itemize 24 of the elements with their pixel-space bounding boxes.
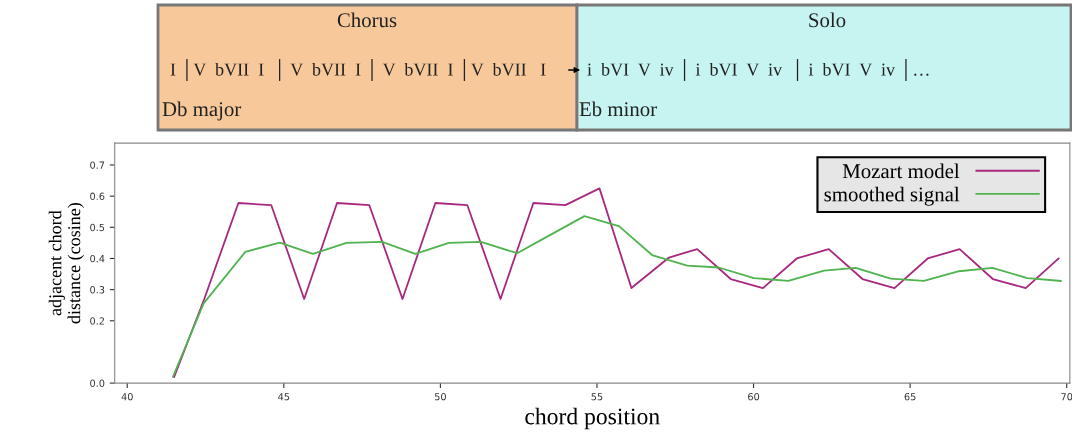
legend-label: Mozart model bbox=[842, 163, 960, 179]
x-axis-title: chord position bbox=[525, 407, 660, 430]
y-tick-label: 0.5 bbox=[90, 223, 105, 232]
y-tick-label: 0.2 bbox=[90, 317, 105, 325]
text: i bVI V iv │ i bVI V iv │ i bVI V iv │… bbox=[587, 59, 929, 81]
y-tick-label: 0.6 bbox=[90, 192, 105, 200]
y-axis-title: adjacent chord distance (cosine) bbox=[48, 203, 84, 324]
y-tick-label: 0.4 bbox=[90, 254, 105, 263]
x-tick-label: 40 bbox=[121, 393, 133, 401]
x-tick-label: 70 bbox=[1061, 393, 1072, 401]
x-tick-label: 60 bbox=[748, 393, 760, 401]
x-tick-label: 55 bbox=[591, 393, 603, 401]
text: Chorus bbox=[337, 12, 397, 28]
x-tick-label: 50 bbox=[434, 393, 446, 401]
text: Solo bbox=[809, 12, 846, 28]
legend-label: smoothed signal bbox=[824, 186, 960, 206]
x-tick-label: 45 bbox=[278, 393, 290, 401]
text: Eb minor bbox=[579, 101, 657, 117]
text: Db major bbox=[162, 101, 242, 121]
x-tick-label: 65 bbox=[904, 393, 916, 401]
y-tick-label: 0.7 bbox=[90, 161, 105, 169]
text: I │V bVII I │ V bVII I │ V bVII I │V bVII I bbox=[170, 59, 546, 81]
y-tick-label: 0.3 bbox=[90, 286, 105, 294]
y-tick-label: 0.0 bbox=[90, 379, 105, 387]
